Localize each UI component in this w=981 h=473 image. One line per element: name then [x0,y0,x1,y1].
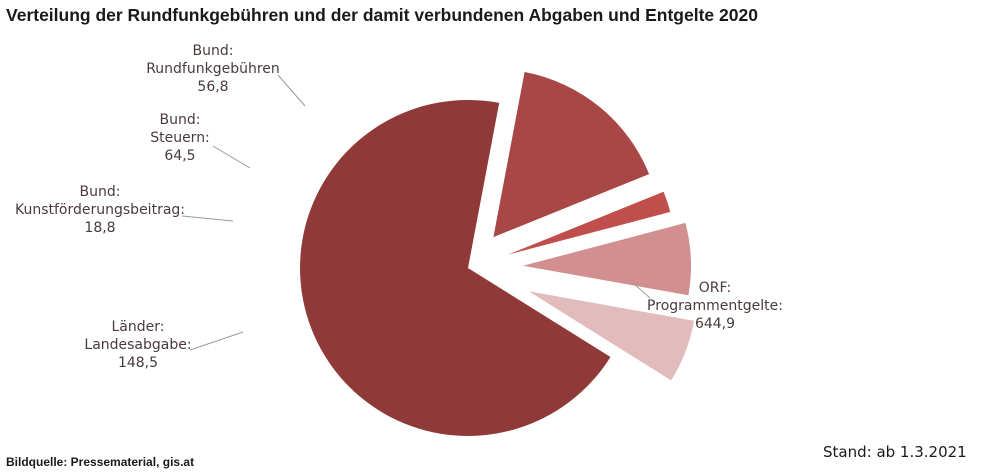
data-label-bund-rundfunkgebuehren: Bund: [193,43,234,59]
data-label-laender-landesabgabe: Länder: [112,319,165,335]
image-source: Bildquelle: Pressematerial, gis.at [6,455,195,469]
chart-title: Verteilung der Rundfunkgebühren und der … [6,5,758,25]
leader-line-laender-landesabgabe [189,331,244,351]
data-label-orf-programmentgelte: Programmentgelte: [647,298,783,314]
pie-slice-bund-steuern [523,222,691,296]
data-label-value-bund-rundfunkgebuehren: 56,8 [197,79,228,95]
data-label-value-bund-kunstfoerderungsbeitrag: 18,8 [84,220,115,236]
leader-line-bund-rundfunkgebuehren [277,74,306,107]
pie-slice-bund-kunstfoerderungsbeitrag [507,191,671,255]
data-label-value-orf-programmentgelte: 644,9 [695,316,735,332]
data-label-bund-steuern: Steuern: [150,130,210,146]
data-label-bund-kunstfoerderungsbeitrag: Kunstförderungsbeitrag: [15,202,185,218]
data-label-value-bund-steuern: 64,5 [164,148,195,164]
data-label-value-laender-landesabgabe: 148,5 [118,355,158,371]
pie-slice-orf-programmentgelte [300,99,611,436]
data-label-bund-rundfunkgebuehren: Rundfunkgebühren [146,61,280,77]
data-label-bund-steuern: Bund: [160,112,201,128]
data-label-laender-landesabgabe: Landesabgabe: [84,337,191,353]
pie-slice-laender-landesabgabe [493,72,650,238]
leader-line-orf-programmentgelte [632,282,651,299]
leader-line-bund-kunstfoerderungsbeitrag [181,215,234,222]
stand-date: Stand: ab 1.3.2021 [823,443,967,461]
leader-line-bund-steuern [212,145,251,169]
pie-slice-bund-rundfunkgebuehren [528,291,695,381]
data-label-bund-kunstfoerderungsbeitrag: Bund: [80,184,121,200]
data-label-orf-programmentgelte: ORF: [699,280,731,296]
